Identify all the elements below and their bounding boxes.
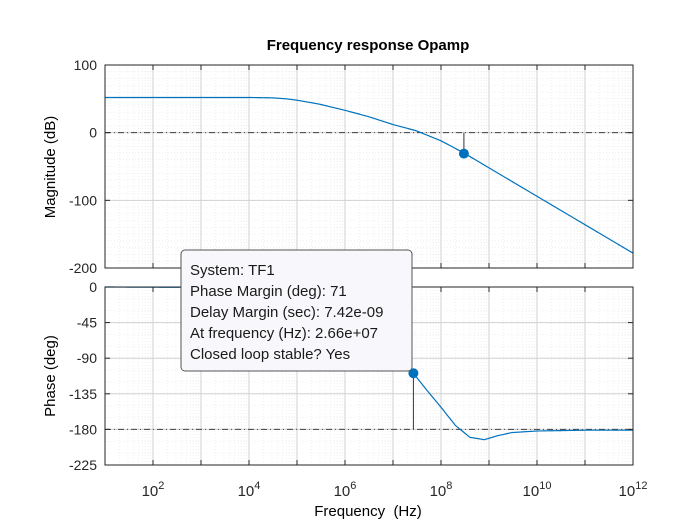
magnitude-series-line [105,96,634,254]
magnitude-marker-point [458,148,469,159]
phase-y-label: Phase (deg) [42,335,59,417]
datatip-text: System: TF1 Phase Margin (deg): 71 Delay M… [190,262,383,363]
phase-y-tick-label: 0 [89,279,97,295]
magnitude-y-tick-label: -200 [69,260,97,276]
phase-marker-point [408,368,419,379]
magnitude-y-tick-label: -100 [69,192,97,208]
frequency-tick-label: 108 [430,480,453,500]
magnitude-y-label: Magnitude (dB) [42,116,59,219]
phase-y-tick-label: -180 [69,421,97,437]
phase-y-tick-label: -225 [69,457,97,473]
datatip-line: System: TF1 [190,262,275,279]
frequency-ticks: 102 104 106 108 1010 1012 [142,480,648,500]
magnitude-y-tick-label: 0 [89,125,97,141]
frequency-tick-label: 106 [334,480,357,500]
phase-y-tick-label: -45 [77,315,97,331]
phase-y-ticks: 0 -45 -90 -135 -180 -225 [69,279,634,473]
magnitude-plot [105,96,634,254]
phase-y-tick-label: -135 [69,386,97,402]
phase-y-tick-label: -90 [77,350,97,366]
datatip-box [180,249,413,372]
magnitude-axes: 100 0 -100 -200 Magnitude (dB) [42,57,634,276]
datatip-line: Closed loop stable? Yes [190,346,350,363]
magnitude-y-ticks: 100 0 -100 -200 [69,57,634,276]
chart-title: Frequency response Opamp [267,37,470,54]
magnitude-y-tick-label: 100 [74,57,98,73]
frequency-tick-label: 1010 [523,480,552,500]
frequency-tick-label: 102 [142,480,165,500]
datatip-line: At frequency (Hz): 2.66e+07 [190,325,378,342]
datatip[interactable]: System: TF1 Phase Margin (deg): 71 Delay M… [180,249,413,372]
frequency-tick-label: 104 [238,480,261,500]
datatip-line: Delay Margin (sec): 7.42e-09 [190,304,383,321]
datatip-line: Phase Margin (deg): 71 [190,283,347,300]
frequency-axis-label: Frequency (Hz) [314,503,422,520]
phase-axes: 0 -45 -90 -135 -180 -225 Phase (deg) [42,279,634,473]
frequency-tick-label: 1012 [619,480,648,500]
